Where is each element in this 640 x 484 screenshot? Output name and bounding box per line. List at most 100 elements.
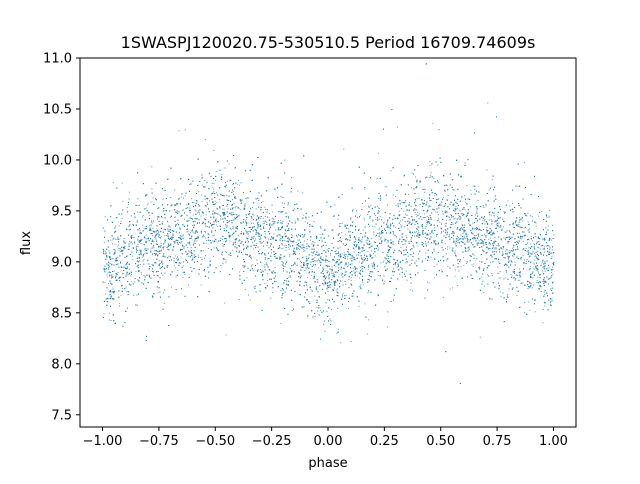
data-point bbox=[135, 247, 137, 249]
data-point bbox=[115, 276, 116, 278]
data-point bbox=[350, 225, 352, 227]
data-point bbox=[412, 245, 414, 247]
data-point bbox=[189, 207, 191, 209]
data-point bbox=[123, 238, 125, 239]
data-point bbox=[415, 200, 417, 202]
data-point bbox=[470, 193, 472, 195]
data-point bbox=[114, 323, 116, 324]
data-point bbox=[489, 254, 491, 256]
data-point bbox=[499, 291, 501, 293]
data-point bbox=[506, 295, 508, 297]
data-point bbox=[491, 179, 493, 181]
data-point bbox=[507, 200, 509, 202]
data-point bbox=[220, 237, 222, 239]
data-point bbox=[142, 216, 144, 218]
data-point bbox=[346, 258, 348, 260]
data-point bbox=[213, 217, 214, 219]
data-point bbox=[201, 211, 203, 213]
data-point bbox=[325, 244, 327, 246]
data-point bbox=[505, 299, 507, 300]
data-point bbox=[529, 309, 531, 311]
data-point bbox=[260, 218, 262, 220]
data-point bbox=[356, 216, 358, 218]
data-point bbox=[545, 280, 546, 282]
data-point bbox=[371, 250, 372, 252]
data-point bbox=[187, 224, 188, 226]
data-point bbox=[550, 288, 552, 290]
data-point bbox=[406, 236, 408, 238]
data-point bbox=[145, 252, 147, 254]
data-point bbox=[363, 217, 365, 219]
data-point bbox=[212, 256, 214, 257]
data-point bbox=[161, 222, 163, 224]
data-point bbox=[184, 195, 186, 197]
data-point bbox=[158, 246, 159, 248]
data-point bbox=[354, 273, 356, 275]
data-point bbox=[476, 258, 478, 260]
data-point bbox=[144, 208, 146, 210]
data-point bbox=[137, 211, 139, 213]
data-point bbox=[133, 294, 135, 296]
data-point bbox=[447, 246, 448, 248]
data-point bbox=[299, 283, 301, 285]
data-point bbox=[529, 228, 530, 230]
data-point bbox=[434, 227, 436, 229]
data-point bbox=[274, 271, 275, 273]
data-point bbox=[179, 197, 181, 199]
data-point bbox=[442, 197, 444, 198]
data-point bbox=[387, 326, 388, 328]
data-point bbox=[487, 246, 489, 248]
data-point bbox=[202, 250, 204, 252]
data-point bbox=[528, 224, 530, 226]
data-point bbox=[440, 232, 442, 234]
data-point bbox=[340, 261, 342, 263]
data-point bbox=[494, 248, 496, 250]
data-point bbox=[117, 272, 119, 273]
data-point bbox=[108, 319, 110, 321]
data-point bbox=[214, 200, 216, 202]
data-point bbox=[526, 260, 527, 262]
data-point bbox=[527, 229, 529, 231]
data-point bbox=[333, 272, 335, 274]
data-point bbox=[313, 221, 315, 223]
data-point bbox=[504, 231, 506, 233]
data-point bbox=[497, 225, 499, 227]
data-point bbox=[186, 207, 188, 209]
data-point bbox=[445, 253, 447, 255]
data-point bbox=[137, 246, 139, 248]
data-point bbox=[415, 176, 416, 178]
data-point bbox=[264, 208, 266, 210]
data-point bbox=[514, 261, 516, 263]
data-point bbox=[216, 225, 218, 227]
data-point bbox=[513, 226, 514, 228]
data-point bbox=[297, 190, 299, 192]
data-point bbox=[405, 235, 407, 237]
data-point bbox=[139, 241, 140, 243]
data-point bbox=[139, 270, 140, 272]
data-point bbox=[457, 285, 459, 286]
data-point bbox=[213, 149, 215, 151]
data-point bbox=[524, 302, 526, 303]
data-point bbox=[377, 210, 379, 211]
data-point bbox=[406, 279, 408, 281]
data-point bbox=[129, 191, 130, 193]
data-point bbox=[304, 262, 306, 264]
data-point bbox=[439, 221, 441, 223]
data-point bbox=[128, 204, 130, 205]
data-point bbox=[117, 246, 119, 248]
data-point bbox=[281, 244, 283, 246]
data-point bbox=[112, 298, 114, 300]
data-point bbox=[266, 280, 268, 281]
data-point bbox=[520, 258, 522, 260]
data-point bbox=[290, 269, 292, 271]
data-point bbox=[243, 208, 245, 210]
data-point bbox=[524, 312, 526, 314]
data-point bbox=[129, 240, 130, 242]
data-point bbox=[513, 246, 515, 248]
data-point bbox=[136, 266, 138, 268]
data-point bbox=[484, 233, 486, 235]
data-point bbox=[130, 275, 132, 277]
data-point bbox=[454, 269, 456, 271]
data-point bbox=[173, 265, 175, 267]
